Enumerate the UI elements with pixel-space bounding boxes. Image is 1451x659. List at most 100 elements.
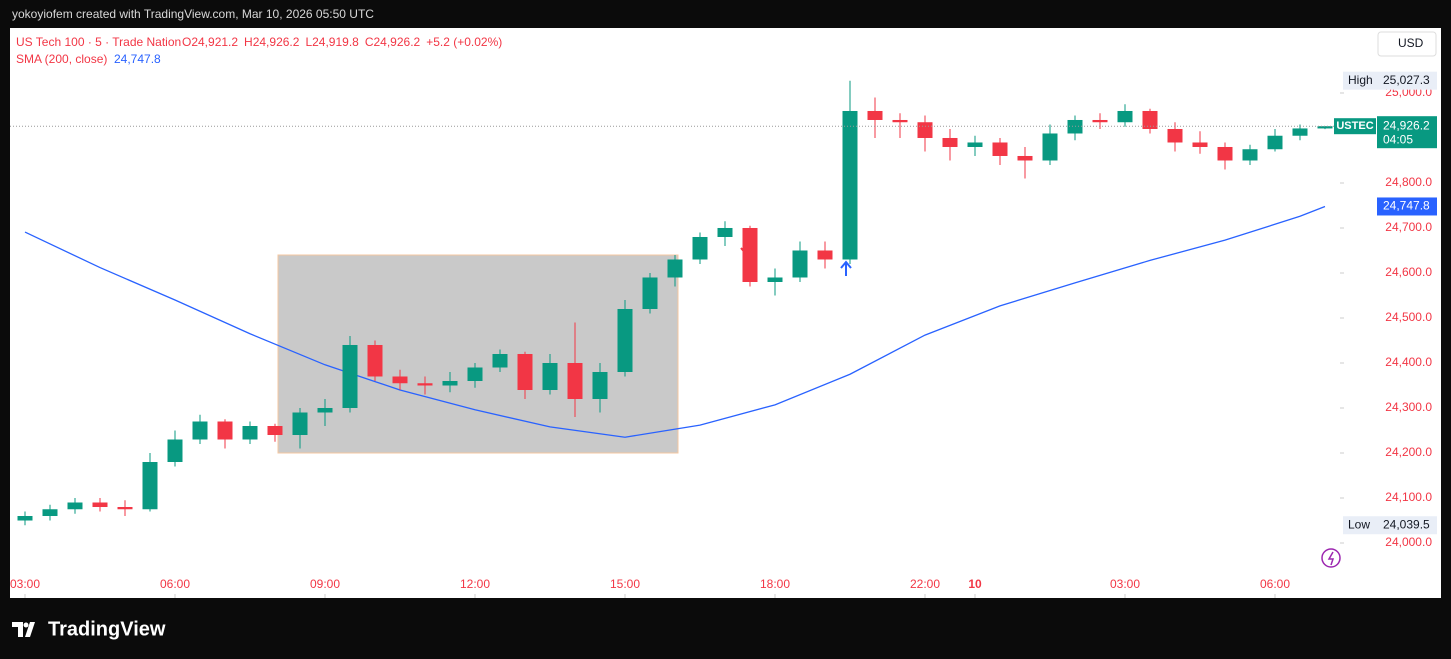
candle-body (167, 439, 183, 463)
sma-tag (1377, 197, 1437, 216)
price-tag-label: 25,027.3 (1383, 73, 1430, 87)
candle-body (317, 408, 333, 413)
candle-body (917, 122, 933, 138)
y-tick-label: 24,200.0 (1385, 445, 1432, 459)
alert-icon[interactable] (1321, 548, 1341, 568)
y-tick-label: 24,600.0 (1385, 265, 1432, 279)
x-tick-label: 12:00 (460, 577, 490, 591)
candle-body (192, 421, 208, 440)
candle-body (517, 353, 533, 390)
candle-body (1242, 149, 1258, 161)
price-tag (1343, 516, 1437, 535)
candle-body (1267, 135, 1283, 150)
candle-body (542, 362, 558, 390)
credit: yokoyiofem created with TradingView.com,… (12, 7, 374, 21)
candle-body (117, 507, 133, 510)
name-tag-label: USTEC (1336, 120, 1373, 132)
x-tick-label: 09:00 (310, 577, 340, 591)
y-tick-label: 24,100.0 (1385, 490, 1432, 504)
countdown: 04:05 (1383, 132, 1413, 146)
candle-body (267, 426, 283, 436)
x-tick-label: 15:00 (610, 577, 640, 591)
candle-body (817, 250, 833, 260)
price-tag-name: High (1348, 73, 1373, 87)
ohlc-value: H24,926.2 (244, 35, 300, 49)
indicator-value: 24,747.8 (114, 52, 161, 66)
candle-body (467, 367, 483, 381)
candle-body (892, 119, 908, 123)
candle-body (1192, 142, 1208, 147)
candle-body (742, 227, 758, 282)
candle-body (992, 142, 1008, 156)
candle-body (1142, 110, 1158, 129)
candle-body (442, 380, 458, 386)
buy-arrow (840, 260, 852, 276)
logo-dot (23, 622, 29, 628)
currency: USD (1398, 36, 1424, 50)
price-tag (1343, 71, 1437, 90)
candle-body (217, 421, 233, 440)
price-tag-label: 24,039.5 (1383, 517, 1430, 531)
sma-line (24, 205, 1326, 438)
currency-button[interactable] (1377, 31, 1437, 57)
plot (10, 80, 1340, 526)
ohlc-value: O24,921.2 (182, 35, 238, 49)
candle-body (1017, 155, 1033, 161)
candle-body (642, 277, 658, 309)
y-tick-label: 24,300.0 (1385, 400, 1432, 414)
sell-arrow (740, 246, 754, 257)
y-tick-label: 24,400.0 (1385, 355, 1432, 369)
price-tag-label: 24,926.2 (1383, 118, 1430, 132)
x-tick-label: 18:00 (760, 577, 790, 591)
candle-body (592, 371, 608, 399)
x-tick-label: 10 (968, 577, 982, 591)
price-tag (1377, 116, 1437, 149)
x-tick-label: 22:00 (910, 577, 940, 591)
candle-body (242, 426, 258, 440)
candle-body (567, 362, 583, 399)
brand: TradingView (48, 618, 166, 640)
ohlc-value: C24,926.2 (365, 35, 421, 49)
candle-body (667, 259, 683, 278)
candle-body (1167, 128, 1183, 143)
ohlc-value: L24,919.8 (305, 35, 359, 49)
x-tick-label: 03:00 (10, 577, 40, 591)
candle-body (1042, 133, 1058, 161)
candle-body (967, 142, 983, 147)
price-tag-name: Low (1348, 517, 1370, 531)
candle-body (42, 509, 58, 517)
candle-body (92, 502, 108, 508)
candle-body (767, 277, 783, 282)
x-tick-label: 06:00 (1260, 577, 1290, 591)
candle-body (1317, 126, 1333, 129)
candle-body (367, 344, 383, 377)
candle-body (942, 137, 958, 147)
x-tick-label: 03:00 (1110, 577, 1140, 591)
candle-body (1217, 146, 1233, 161)
sma-tag-label: 24,747.8 (1383, 199, 1430, 213)
candle-body (842, 110, 858, 260)
candle-body (792, 250, 808, 278)
candle-body (1117, 110, 1133, 123)
y-tick-label: 24,700.0 (1385, 220, 1432, 234)
candle-body (17, 516, 33, 521)
candle-body (417, 383, 433, 386)
candle-body (292, 412, 308, 436)
candle-body (67, 502, 83, 510)
candle-body (692, 236, 708, 260)
ohlc-value: +5.2 (+0.02%) (426, 35, 502, 49)
x-tick-label: 06:00 (160, 577, 190, 591)
indicator-name: SMA (200, close) (16, 52, 107, 66)
candle-body (617, 308, 633, 372)
chart-area (10, 28, 1441, 598)
candle-body (342, 344, 358, 408)
y-tick-label: 24,000.0 (1385, 535, 1432, 549)
candle-body (717, 227, 733, 237)
candle-body (142, 462, 158, 510)
name-tag (1334, 118, 1376, 135)
candle-body (867, 110, 883, 120)
symbol-title: US Tech 100 · 5 · Trade Nation (16, 35, 181, 49)
candle-body (1092, 119, 1108, 123)
